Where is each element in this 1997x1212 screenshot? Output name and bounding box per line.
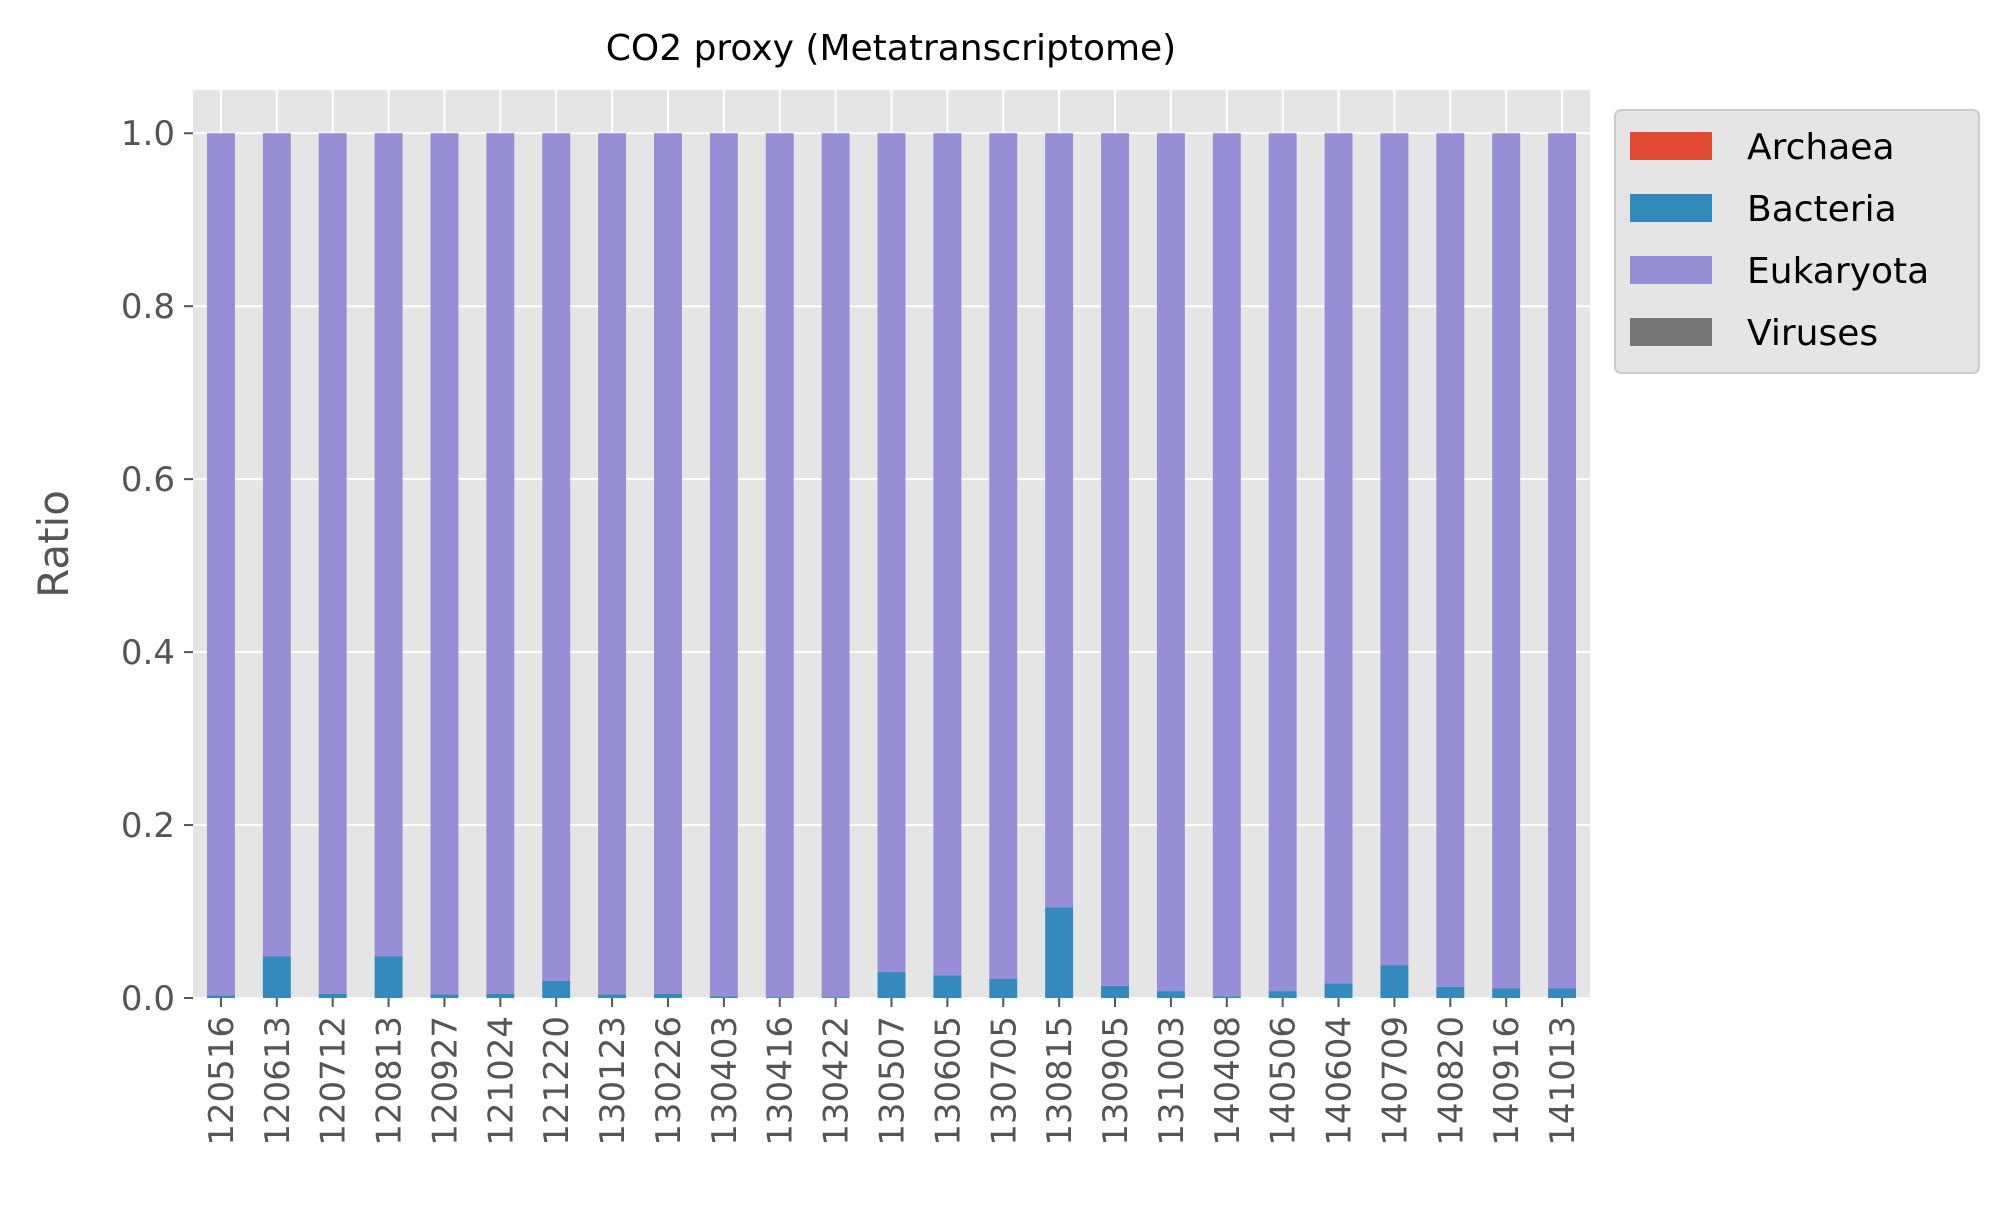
bar-bacteria-130123: [598, 994, 627, 998]
bar-eukaryota-130403: [709, 133, 738, 997]
chart-title: CO2 proxy (Metatranscriptome): [606, 28, 1176, 69]
bar-bacteria-130403: [709, 996, 738, 998]
bar-eukaryota-130416: [765, 133, 794, 998]
bar-eukaryota-120927: [430, 133, 459, 995]
bar-eukaryota-120813: [374, 133, 403, 957]
legend-swatch-eukaryota: [1630, 256, 1712, 284]
y-tick-label: 1.0: [121, 114, 175, 154]
bar-eukaryota-140916: [1492, 133, 1521, 989]
legend-label-viruses: Viruses: [1747, 313, 1878, 354]
legend-label-archaea: Archaea: [1747, 127, 1895, 168]
bars: [206, 133, 1577, 998]
x-tick-label: 120927: [425, 1016, 465, 1146]
bar-bacteria-121220: [542, 980, 571, 998]
bar-bacteria-141013: [1548, 988, 1577, 998]
x-tick-label: 130605: [928, 1016, 968, 1146]
bar-eukaryota-140408: [1212, 133, 1241, 997]
x-tick-label: 130422: [817, 1016, 857, 1146]
y-axis-label: Ratio: [29, 490, 78, 598]
x-tick-label: 121220: [537, 1016, 577, 1146]
bar-eukaryota-140604: [1324, 133, 1353, 984]
bar-eukaryota-120516: [206, 133, 235, 996]
bar-eukaryota-141013: [1548, 133, 1577, 989]
bar-bacteria-130226: [654, 993, 682, 998]
x-tick-label: 121024: [481, 1016, 521, 1146]
bar-eukaryota-130705: [989, 133, 1018, 979]
x-tick-label: 140916: [1487, 1016, 1527, 1146]
bar-eukaryota-121024: [486, 133, 515, 994]
bar-bacteria-130905: [1101, 985, 1129, 998]
legend-swatch-archaea: [1630, 132, 1712, 160]
x-tick-label: 140604: [1320, 1016, 1360, 1146]
bar-eukaryota-121220: [542, 133, 571, 981]
x-tick-label: 140408: [1208, 1016, 1248, 1146]
bar-bacteria-121024: [486, 993, 515, 998]
bar-eukaryota-140506: [1268, 133, 1297, 992]
y-tick-label: 0.0: [121, 979, 175, 1019]
x-tick-label: 120712: [314, 1016, 354, 1146]
bar-eukaryota-131003: [1156, 133, 1185, 992]
bar-bacteria-140709: [1380, 965, 1409, 998]
bar-bacteria-140916: [1492, 988, 1521, 998]
x-tick-label: 130815: [1040, 1016, 1080, 1146]
bar-eukaryota-140820: [1436, 133, 1465, 987]
bar-bacteria-140506: [1268, 991, 1297, 998]
legend-box: [1614, 109, 1980, 374]
bar-bacteria-120613: [262, 956, 291, 998]
bar-bacteria-130815: [1045, 907, 1074, 998]
bar-bacteria-130422: [821, 997, 850, 998]
x-tick-label: 120813: [370, 1016, 410, 1146]
bar-eukaryota-130123: [598, 133, 627, 995]
y-axis: 0.0 0.2 0.4 0.6 0.8 1.0: [121, 114, 193, 1019]
legend-swatch-bacteria: [1630, 194, 1712, 222]
bar-eukaryota-130605: [933, 133, 962, 976]
bar-eukaryota-120712: [318, 133, 347, 994]
x-tick-label: 140709: [1375, 1016, 1415, 1146]
x-tick-label: 130905: [1096, 1016, 1136, 1146]
x-tick-label: 140506: [1264, 1016, 1304, 1146]
bar-bacteria-120712: [318, 993, 347, 998]
x-tick-label: 141013: [1543, 1016, 1583, 1146]
bar-bacteria-120927: [430, 994, 459, 998]
legend-label-eukaryota: Eukaryota: [1747, 251, 1929, 292]
legend: Archaea Bacteria Eukaryota Viruses: [1614, 109, 1980, 374]
x-axis: 120516 120613 120712 120813 120927 121024 1212…: [202, 998, 1583, 1146]
x-tick-label: 120613: [258, 1016, 298, 1146]
x-tick-label: 130416: [761, 1016, 801, 1146]
y-tick-label: 0.2: [121, 806, 175, 846]
bar-bacteria-140408: [1212, 996, 1241, 998]
x-tick-label: 130403: [705, 1016, 745, 1146]
x-tick-label: 130226: [649, 1016, 689, 1146]
bar-eukaryota-130905: [1101, 133, 1129, 986]
bar-eukaryota-130422: [821, 133, 850, 998]
bar-eukaryota-140709: [1380, 133, 1409, 966]
y-tick-label: 0.6: [121, 460, 175, 500]
x-tick-label: 131003: [1152, 1016, 1192, 1146]
legend-swatch-viruses: [1630, 318, 1712, 346]
bar-bacteria-120813: [374, 956, 403, 998]
bar-bacteria-140604: [1324, 983, 1353, 998]
bar-eukaryota-120613: [262, 133, 291, 957]
bar-bacteria-130507: [877, 972, 906, 998]
bar-bacteria-130705: [989, 978, 1018, 998]
y-tick-label: 0.4: [121, 633, 175, 673]
bar-eukaryota-130815: [1045, 133, 1074, 908]
bar-bacteria-130605: [933, 975, 962, 998]
bar-eukaryota-130226: [654, 133, 682, 994]
legend-label-bacteria: Bacteria: [1747, 189, 1897, 230]
bar-bacteria-140820: [1436, 986, 1465, 998]
x-tick-label: 120516: [202, 1016, 242, 1146]
bar-eukaryota-130507: [877, 133, 906, 973]
x-tick-label: 130507: [873, 1016, 913, 1146]
y-tick-label: 0.8: [121, 287, 175, 327]
x-tick-label: 130705: [984, 1016, 1024, 1146]
bar-bacteria-130416: [765, 997, 794, 998]
bar-bacteria-131003: [1156, 991, 1185, 998]
x-tick-label: 140820: [1431, 1016, 1471, 1146]
bar-bacteria-120516: [206, 995, 235, 998]
x-tick-label: 130123: [593, 1016, 633, 1146]
